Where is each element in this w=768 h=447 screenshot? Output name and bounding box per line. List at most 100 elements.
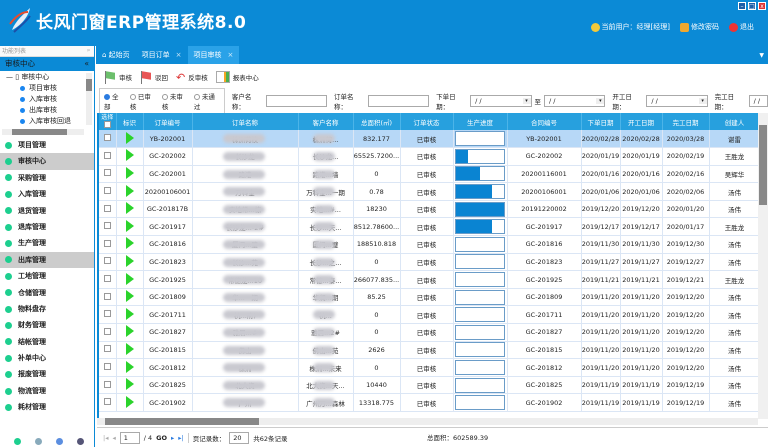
row-select[interactable] <box>99 376 117 395</box>
tree-item-inbound-audit[interactable]: 入库审核 <box>6 94 94 105</box>
minimize-button[interactable]: – <box>738 2 746 10</box>
sidebar-item[interactable]: 报废管理 <box>0 366 94 382</box>
row-checkbox[interactable] <box>103 151 111 159</box>
column-header[interactable]: 完工日期 <box>662 113 710 130</box>
cart-icon[interactable] <box>35 438 42 445</box>
customer-name-input[interactable] <box>265 95 328 107</box>
table-row[interactable]: GC-201902广州广州万...森林13318.775已审核GC-201902… <box>99 393 761 412</box>
change-password-link[interactable]: 修改密码 <box>680 22 719 32</box>
column-header[interactable]: 创建人 <box>709 113 761 130</box>
sidebar-item[interactable]: 工地管理 <box>0 268 94 284</box>
row-select[interactable] <box>99 217 117 237</box>
dropdown-icon[interactable]: ▾ <box>596 98 605 104</box>
order-name-input[interactable] <box>368 95 430 107</box>
tools-icon[interactable] <box>77 438 84 445</box>
row-checkbox[interactable] <box>103 345 111 353</box>
row-select[interactable] <box>99 200 117 219</box>
sidebar-item[interactable]: 物流管理 <box>0 383 94 399</box>
sidebar-item[interactable]: 补单中心 <box>0 350 94 366</box>
tree-root[interactable]: — ▯ 审核中心 <box>6 73 50 81</box>
first-page-button[interactable]: |◂ <box>103 433 109 442</box>
sidebar-item[interactable]: 入库管理 <box>0 186 94 202</box>
table-row[interactable]: GC-201925常德龙...10常德...泰...266077.835...已… <box>99 270 761 289</box>
row-checkbox[interactable] <box>103 222 111 230</box>
page-input[interactable]: 1 <box>119 431 140 444</box>
table-row[interactable]: GC-201812株洲株洲...未来0已审核GC-2018122019/11/2… <box>99 358 761 377</box>
tab-project-orders[interactable]: 项目订单 × <box>136 46 188 64</box>
sidebar-item[interactable]: 退货管理 <box>0 203 94 219</box>
row-checkbox[interactable] <box>103 398 111 406</box>
column-header[interactable]: 订单状态 <box>400 113 454 130</box>
dropdown-icon[interactable]: ▾ <box>522 98 531 104</box>
row-select[interactable] <box>99 288 117 307</box>
column-header[interactable]: 生产进度 <box>453 113 508 130</box>
radio-all[interactable]: 全部 <box>104 91 124 111</box>
row-select[interactable] <box>99 165 117 184</box>
table-row[interactable]: GC-201827雅居...#雅居...2#0已审核GC-2018272019/… <box>99 323 761 342</box>
tree-horizontal-scrollbar[interactable] <box>2 129 84 135</box>
column-header[interactable]: 标识 <box>116 113 144 130</box>
row-checkbox[interactable] <box>103 134 111 142</box>
table-row[interactable]: YB-202001株洲荷校株洲荷...832.177已审核YB-20200120… <box>99 130 761 149</box>
table-row[interactable]: GC-201809华...一期华润...期85.25已审核GC-20180920… <box>99 288 761 307</box>
tab-project-audit[interactable]: 项目审核 × <box>187 46 240 64</box>
row-checkbox[interactable] <box>103 257 111 265</box>
row-checkbox[interactable] <box>103 169 111 177</box>
column-header[interactable]: 订单名称 <box>192 113 299 130</box>
column-header[interactable]: 合同编号 <box>507 113 582 130</box>
tree-item-inbound-rollback[interactable]: 入库审核回退 <box>6 116 94 127</box>
row-select[interactable] <box>99 323 117 342</box>
tab-menu-icon[interactable]: ▼ <box>759 51 764 59</box>
row-checkbox[interactable] <box>103 310 111 318</box>
maximize-button[interactable]: □ <box>748 2 756 10</box>
table-row[interactable]: GC-202001路港路港...墙0已审核202001160012020/01/… <box>99 165 761 184</box>
table-row[interactable]: GC-201815佛山佛山...苑2626已审核GC-2018152019/11… <box>99 341 761 360</box>
sidebar-item[interactable]: 生产管理 <box>0 235 94 251</box>
column-header[interactable]: 选择 <box>99 113 117 130</box>
sidebar-item[interactable]: 审核中心 <box>0 153 94 170</box>
column-header[interactable]: 订单编号 <box>143 113 193 130</box>
column-header[interactable]: 开工日期 <box>620 113 663 130</box>
close-tab-icon[interactable]: × <box>227 51 234 59</box>
row-checkbox[interactable] <box>103 380 111 388</box>
page-size-input[interactable]: 20 <box>229 431 250 444</box>
tree-item-outbound-audit[interactable]: 出库审核 <box>6 105 94 116</box>
order-date-from[interactable]: / / ▾ <box>470 95 532 107</box>
finish-date-input[interactable]: / / <box>748 95 768 107</box>
row-select[interactable] <box>99 182 117 201</box>
row-checkbox[interactable] <box>103 292 111 300</box>
unapprove-button[interactable]: ↶ 反审核 <box>176 71 208 84</box>
collapse-icon[interactable]: « <box>84 59 89 68</box>
radio-unapproved[interactable]: 未审核 <box>161 91 188 111</box>
table-row[interactable]: GC-201825北大资北大资...天...10440已审核GC-2018252… <box>99 376 761 395</box>
sidebar-item[interactable]: 退库管理 <box>0 219 94 235</box>
sidebar-item[interactable]: 物料盘存 <box>0 301 94 317</box>
logout-link[interactable]: 退出 <box>729 22 754 32</box>
table-horizontal-scrollbar[interactable] <box>97 418 758 425</box>
row-select[interactable] <box>99 305 117 325</box>
row-select[interactable] <box>99 341 117 360</box>
row-checkbox[interactable] <box>103 363 111 371</box>
sidebar-item[interactable]: 结帐管理 <box>0 334 94 350</box>
row-checkbox[interactable] <box>103 204 111 212</box>
close-tab-icon[interactable]: × <box>175 51 182 59</box>
select-all-checkbox[interactable] <box>103 120 111 128</box>
sidebar-item[interactable]: 采购管理 <box>0 170 94 186</box>
next-page-button[interactable]: ▸ <box>171 433 175 442</box>
table-row[interactable]: GC-201816厦门...璧厦门...璧188510.818已审核GC-201… <box>99 235 761 254</box>
start-date-input[interactable]: / / ▾ <box>646 95 708 107</box>
go-button[interactable]: GO <box>156 433 167 442</box>
tab-home[interactable]: ⌂ 起始页 <box>96 46 136 64</box>
module-icon[interactable] <box>14 438 21 445</box>
last-page-button[interactable]: ▸| <box>178 433 184 442</box>
table-row[interactable]: GC-202002长沙龙长沙龙...65525.7200...已审核GC-202… <box>99 147 761 166</box>
column-header[interactable]: 客户名称 <box>298 113 354 130</box>
report-center-button[interactable]: 报表中心 <box>215 71 259 83</box>
tree-item-project-audit[interactable]: 项目审核 <box>6 83 94 94</box>
row-checkbox[interactable] <box>103 275 111 283</box>
sidebar-item[interactable]: 耗材管理 <box>0 399 94 415</box>
row-checkbox[interactable] <box>103 187 111 195</box>
row-select[interactable] <box>99 358 117 377</box>
reject-button[interactable]: 驳回 <box>140 70 168 84</box>
